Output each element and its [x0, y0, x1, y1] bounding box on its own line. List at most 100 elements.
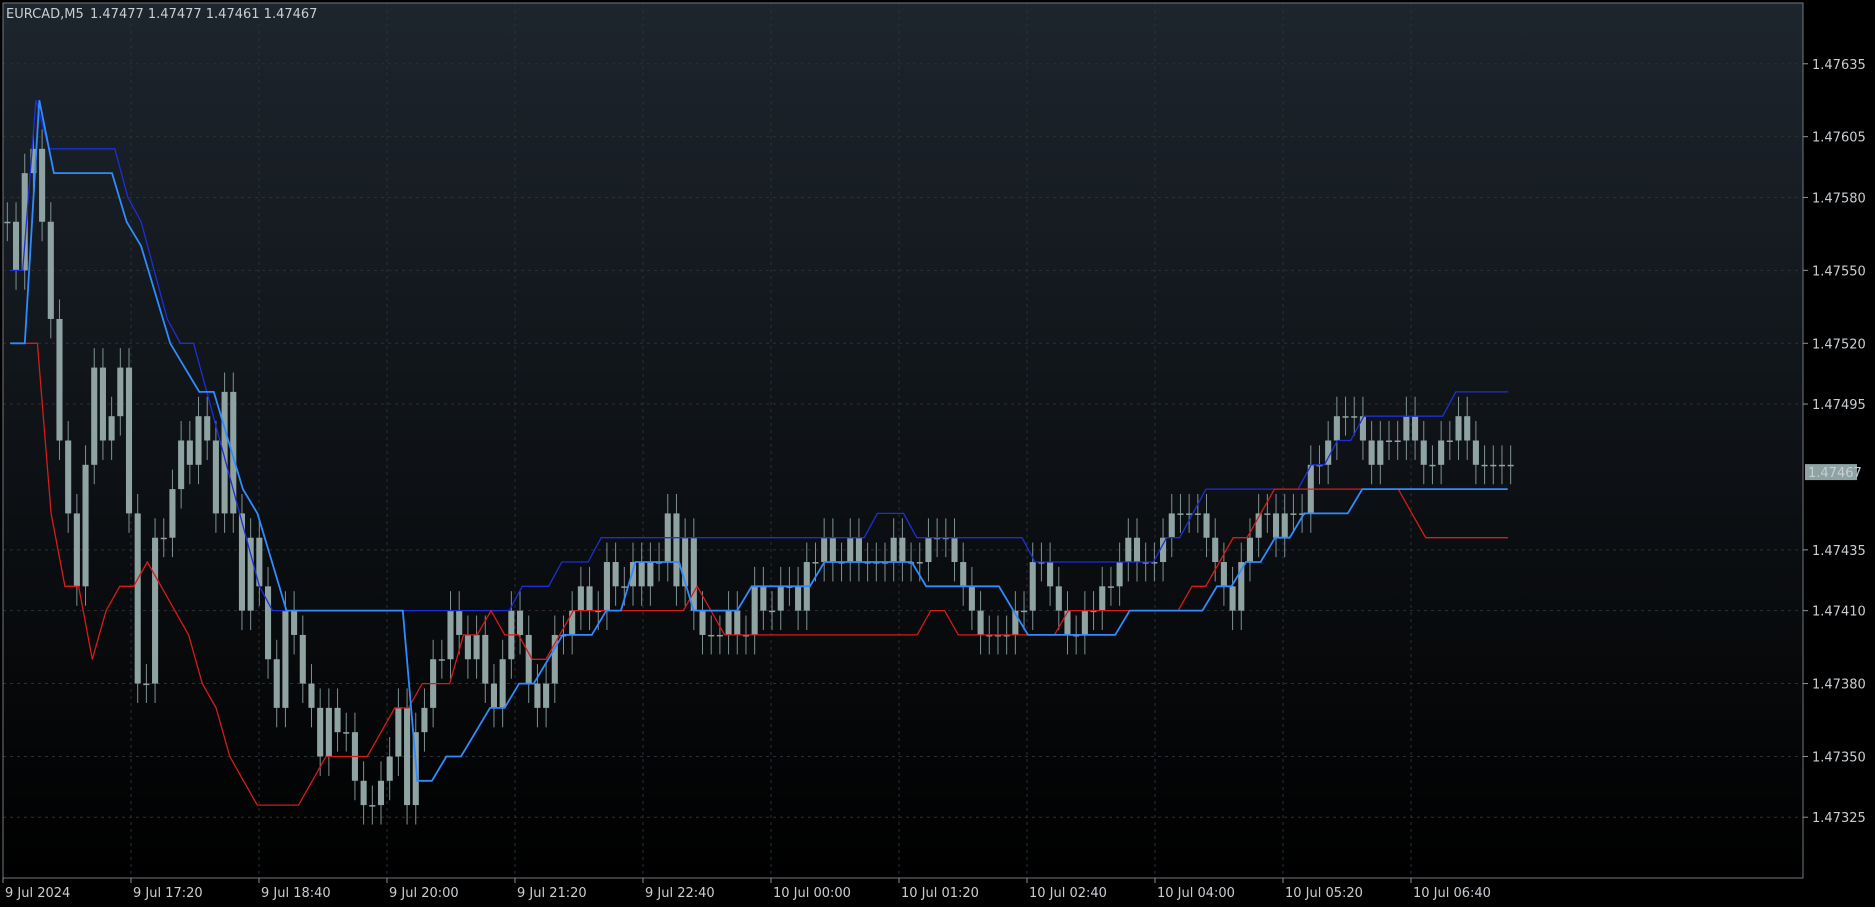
plot-frame: [2, 2, 1804, 879]
candle-body: [299, 634, 306, 684]
symbol-label: EURCAD,M5: [6, 7, 84, 22]
candle-body: [291, 610, 298, 635]
candle-body: [1133, 537, 1141, 563]
candle-body: [629, 562, 637, 587]
candle-body: [108, 416, 115, 441]
candle-body: [421, 707, 428, 733]
candle-body: [1507, 464, 1514, 467]
candle-body: [1281, 513, 1288, 538]
candle-body: [595, 610, 602, 613]
candle-body: [1481, 464, 1488, 467]
candle-body: [612, 562, 619, 587]
candle-body: [1020, 610, 1028, 613]
candle-body: [482, 634, 489, 684]
candle-body: [282, 610, 289, 708]
time-axis[interactable]: 9 Jul 2024 9 Jul 17:20 9 Jul 18:40 9 Jul 20…: [2, 878, 1491, 901]
x-tick-label: 10 Jul 01:20: [901, 886, 979, 901]
candle-body: [447, 610, 454, 660]
candle-body: [47, 221, 54, 319]
grid: [2, 3, 1803, 878]
candle-body: [934, 537, 941, 540]
candle-body: [1003, 634, 1010, 637]
candle-body: [1047, 562, 1054, 587]
candle-body: [1168, 513, 1175, 538]
indicator-line-upper: [9, 100, 1509, 612]
candle-body: [1368, 440, 1375, 465]
current-price-label: 1.47467: [1808, 466, 1862, 481]
candle-body: [1385, 440, 1393, 442]
candle-body: [916, 562, 923, 564]
candle-body: [325, 707, 332, 757]
candle-body: [603, 562, 610, 611]
candle-body: [1359, 416, 1366, 441]
candle-body: [438, 659, 445, 661]
candle-body: [829, 537, 836, 563]
candle-body: [751, 586, 758, 635]
candle-body: [39, 148, 46, 222]
y-tick-label: 1.47325: [1812, 811, 1866, 826]
candle-body: [369, 805, 376, 807]
y-tick-label: 1.47550: [1812, 264, 1866, 279]
candle-body: [847, 537, 854, 563]
candle-body: [343, 732, 350, 734]
candle-body: [777, 586, 784, 611]
candle-body: [1212, 537, 1219, 563]
candle-body: [699, 610, 706, 635]
candle-body: [1116, 562, 1123, 587]
candle-body: [73, 513, 80, 587]
candle-body: [169, 489, 176, 538]
candle-body: [725, 610, 732, 635]
candle-body: [551, 634, 558, 684]
candle-body: [1264, 513, 1271, 515]
x-tick-label: 10 Jul 00:00: [773, 886, 851, 901]
y-tick-label: 1.47410: [1812, 605, 1866, 620]
candle-body: [577, 586, 584, 611]
candle-body: [1403, 416, 1410, 441]
candle-body: [960, 562, 967, 587]
candle-body: [708, 634, 715, 637]
candle-body: [899, 537, 906, 563]
x-tick-label: 9 Jul 21:20: [517, 886, 587, 901]
candle-body: [1099, 586, 1106, 611]
candle-body: [638, 562, 645, 587]
x-tick-label: 10 Jul 02:40: [1029, 886, 1107, 901]
candle-body: [534, 683, 541, 708]
candle-body: [1472, 440, 1479, 465]
candle-body: [160, 537, 167, 540]
candle-body: [4, 221, 11, 224]
candle-body: [1055, 586, 1062, 611]
candle-body: [1377, 440, 1384, 465]
candle-body: [212, 440, 219, 514]
candle-body: [1229, 586, 1236, 611]
candle-body: [1490, 464, 1497, 467]
candle-body: [65, 440, 72, 514]
current-price-tag: 1.47467: [1805, 464, 1862, 481]
candle-body: [264, 586, 272, 660]
price-axis[interactable]: 1.47635 1.47605 1.47580 1.47550 1.47520 1.474…: [1803, 58, 1866, 826]
candle-body: [1316, 464, 1323, 467]
indicator-line-lower: [9, 342, 1509, 806]
candle-body: [1333, 416, 1340, 441]
candle-body: [812, 562, 819, 564]
candle-body: [1029, 562, 1036, 611]
candle-body: [21, 173, 28, 271]
candle-body: [204, 416, 211, 441]
candle-body: [143, 683, 150, 686]
candle-body: [734, 610, 741, 635]
candle-body: [230, 391, 237, 514]
x-tick-label: 9 Jul 20:00: [389, 886, 459, 901]
candle-body: [1125, 537, 1132, 563]
candle-body: [1220, 562, 1227, 587]
candle-body: [1299, 513, 1306, 515]
candle-body: [968, 586, 975, 611]
candle-body: [1246, 537, 1254, 563]
candle-body: [994, 634, 1002, 637]
candle-body: [464, 634, 471, 660]
candle-body: [499, 659, 506, 708]
candle-body: [221, 391, 228, 514]
candle-body: [516, 610, 524, 635]
candle-body: [942, 537, 949, 540]
candle-body: [99, 367, 106, 441]
